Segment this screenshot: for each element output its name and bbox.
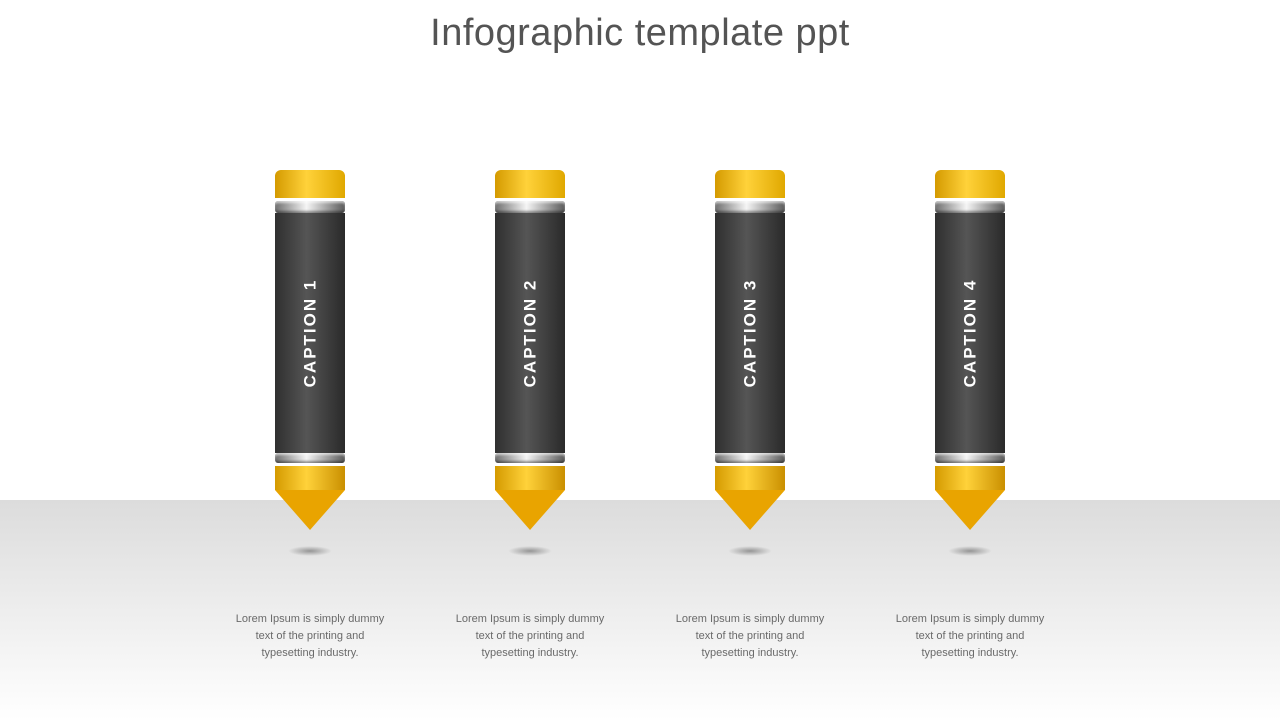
pencil-1: CAPTION 1: [275, 170, 345, 530]
pencil-ferrule-bottom: [935, 453, 1005, 463]
pencil-description: Lorem Ipsum is simply dummy text of the …: [890, 611, 1050, 662]
pencil-ferrule-top: [495, 201, 565, 213]
pencil-tip: [495, 490, 565, 530]
pencil-ferrule-bottom: [715, 453, 785, 463]
pencil-caption: CAPTION 1: [300, 279, 320, 388]
pencil-4: CAPTION 4: [935, 170, 1005, 530]
pencil-caption: CAPTION 4: [960, 279, 980, 388]
pencils-row: CAPTION 1 CAPTION 2 CAPTION 3: [0, 170, 1280, 530]
pencil-ferrule-bottom: [275, 453, 345, 463]
pencil-ferrule-top: [275, 201, 345, 213]
descriptions-row: Lorem Ipsum is simply dummy text of the …: [0, 611, 1280, 662]
pencil-collar: [715, 466, 785, 490]
pencil-eraser: [715, 170, 785, 198]
pencil-collar: [495, 466, 565, 490]
pencil-ferrule-bottom: [495, 453, 565, 463]
pencil-tip: [715, 490, 785, 530]
slide-root: Infographic template ppt CAPTION 1 CAPTI…: [0, 0, 1280, 720]
pencil-caption: CAPTION 3: [740, 279, 760, 388]
pencil-tip: [935, 490, 1005, 530]
pencil-ferrule-top: [715, 201, 785, 213]
pencil-shadow: [508, 546, 552, 556]
pencil-caption: CAPTION 2: [520, 279, 540, 388]
pencil-2: CAPTION 2: [495, 170, 565, 530]
pencil-description: Lorem Ipsum is simply dummy text of the …: [450, 611, 610, 662]
pencil-shadow: [288, 546, 332, 556]
pencil-eraser: [935, 170, 1005, 198]
slide-title: Infographic template ppt: [0, 12, 1280, 55]
pencil-shadow: [728, 546, 772, 556]
pencil-ferrule-top: [935, 201, 1005, 213]
pencil-description: Lorem Ipsum is simply dummy text of the …: [230, 611, 390, 662]
pencil-barrel: CAPTION 1: [275, 213, 345, 453]
pencil-eraser: [275, 170, 345, 198]
pencil-description: Lorem Ipsum is simply dummy text of the …: [670, 611, 830, 662]
pencil-collar: [935, 466, 1005, 490]
pencil-barrel: CAPTION 3: [715, 213, 785, 453]
pencil-collar: [275, 466, 345, 490]
pencil-3: CAPTION 3: [715, 170, 785, 530]
pencil-shadow: [948, 546, 992, 556]
pencil-eraser: [495, 170, 565, 198]
pencil-barrel: CAPTION 4: [935, 213, 1005, 453]
pencil-barrel: CAPTION 2: [495, 213, 565, 453]
pencil-tip: [275, 490, 345, 530]
